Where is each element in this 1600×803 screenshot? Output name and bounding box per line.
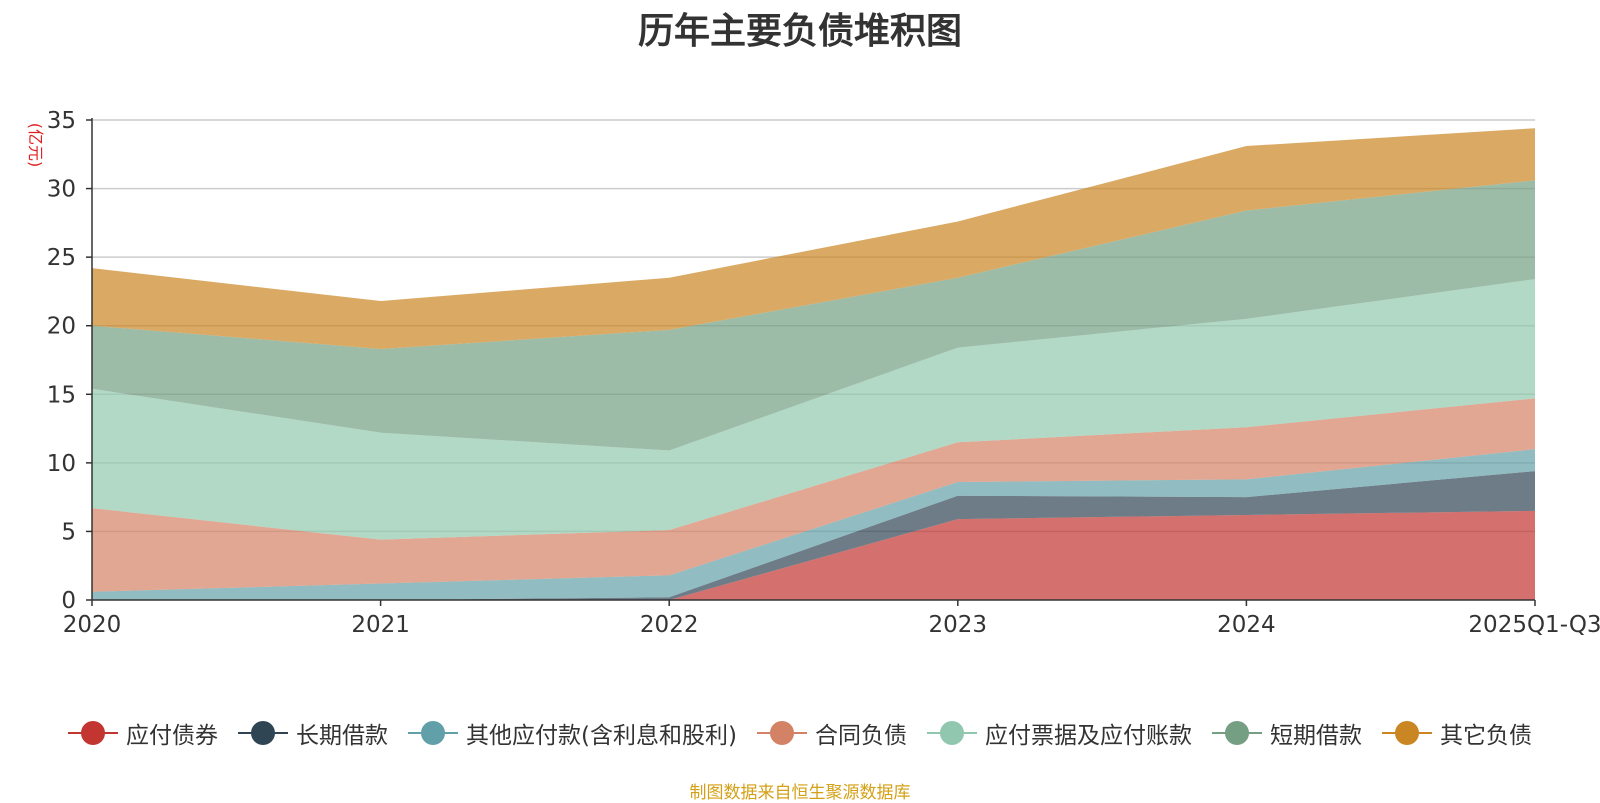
x-tick-label: 2020	[63, 612, 122, 638]
legend-marker-icon	[238, 721, 289, 745]
legend-label: 长期借款	[296, 723, 389, 749]
legend-item[interactable]: 应付债券	[68, 716, 218, 750]
legend-marker-icon	[926, 721, 977, 745]
area-series-1[interactable]	[92, 471, 1535, 600]
chart-title: 历年主要负债堆积图	[637, 11, 962, 52]
legend-label: 合同负债	[814, 723, 907, 749]
stacked-areas	[92, 128, 1535, 600]
x-tick-label: 2021	[351, 612, 410, 638]
area-series-6[interactable]	[92, 128, 1535, 350]
legend-label: 短期借款	[1269, 723, 1362, 749]
legend-item[interactable]: 合同负债	[756, 716, 907, 750]
legend-label: 其它负债	[1439, 723, 1532, 749]
legend-marker-icon	[1211, 721, 1262, 745]
y-tick-label: 10	[47, 451, 76, 477]
legend-marker-icon	[1381, 721, 1432, 745]
legend-label: 应付票据及应付账款	[984, 723, 1192, 749]
area-series-5[interactable]	[92, 180, 1535, 451]
y-tick-label: 30	[47, 177, 76, 203]
y-tick-label: 5	[61, 519, 76, 545]
area-series-0[interactable]	[92, 510, 1535, 600]
tick-labels: 0 5 10 15 20 25 30 35 2020 2021 2022 2023 2024 2025Q1…	[26, 108, 1600, 638]
legend-item[interactable]: 应付票据及应付账款	[926, 716, 1192, 750]
legend-item[interactable]: 短期借款	[1211, 716, 1362, 750]
y-tick-label: 15	[47, 382, 76, 408]
legend-label: 应付债券	[126, 723, 219, 749]
legend: 应付债券 长期借款 其他应付款(含利息和股利) 合同负债 应付票据及应付账款 短期借款 其它…	[0, 716, 1600, 750]
legend-label: 其他应付款(含利息和股利)	[466, 723, 737, 749]
x-tick-label: 2025Q1-Q3	[1468, 612, 1600, 638]
legend-item[interactable]: 其它负债	[1381, 716, 1532, 750]
area-series-4[interactable]	[92, 279, 1535, 540]
legend-item[interactable]: 长期借款	[238, 716, 388, 750]
y-tick-label: 20	[47, 314, 76, 340]
y-tick-label: 35	[47, 108, 76, 134]
legend-item[interactable]: 其他应付款(含利息和股利)	[408, 716, 737, 750]
source-note: 制图数据来自恒生聚源数据库	[689, 783, 911, 803]
area-series-2[interactable]	[92, 449, 1535, 600]
x-tick-label: 2022	[640, 612, 699, 638]
axes	[86, 118, 1536, 606]
legend-marker-icon	[408, 721, 459, 745]
x-tick-label: 2023	[929, 612, 988, 638]
y-tick-label: 0	[61, 588, 76, 614]
y-unit-label: (亿元)	[26, 123, 45, 168]
legend-marker-icon	[756, 721, 807, 745]
area-series-3[interactable]	[92, 398, 1535, 592]
x-tick-label: 2024	[1217, 612, 1276, 638]
legend-marker-icon	[68, 721, 119, 745]
y-tick-label: 25	[47, 245, 76, 271]
